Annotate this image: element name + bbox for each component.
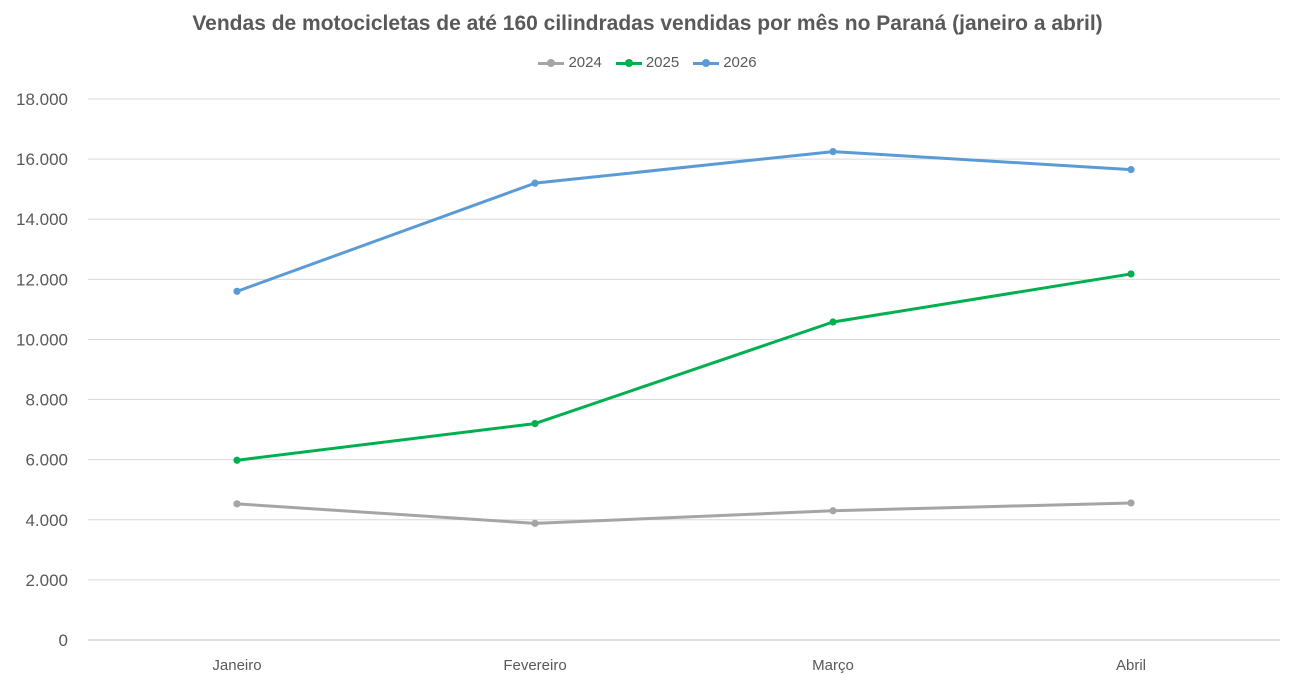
- legend-swatch: [538, 57, 565, 69]
- data-point: [1127, 166, 1135, 174]
- legend: 2024 2025 2026: [0, 54, 1295, 71]
- legend-item: 2026: [693, 54, 757, 71]
- data-point: [829, 507, 837, 515]
- data-point: [531, 519, 539, 527]
- x-tick-label: Fevereiro: [503, 657, 566, 674]
- y-tick-label: 4.000: [25, 511, 68, 530]
- legend-item: 2024: [538, 54, 602, 71]
- legend-label: 2026: [723, 54, 757, 71]
- series-line-2026: [235, 150, 1133, 293]
- data-point: [829, 318, 837, 326]
- legend-item: 2025: [615, 54, 680, 71]
- data-point: [829, 147, 837, 156]
- y-tick-label: 8.000: [25, 391, 68, 410]
- data-point: [1127, 270, 1135, 278]
- series-line-2025: [235, 272, 1133, 462]
- legend-label: 2025: [645, 54, 680, 71]
- chart-title: Vendas de motocicletas de até 160 cilind…: [192, 12, 1103, 35]
- x-tick-label: Abril: [1116, 657, 1146, 674]
- data-point: [531, 179, 539, 187]
- data-point: [233, 456, 241, 464]
- y-tick-label: 0: [59, 631, 68, 650]
- data-point: [531, 420, 539, 428]
- y-tick-label: 10.000: [16, 330, 68, 349]
- y-tick-label: 6.000: [25, 451, 68, 470]
- data-point: [1127, 499, 1135, 507]
- series-line-2024: [235, 501, 1133, 525]
- legend-label: 2024: [568, 54, 602, 71]
- data-point: [233, 287, 241, 295]
- data-point: [233, 500, 241, 508]
- y-tick-label: 14.000: [16, 210, 68, 229]
- x-tick-label: Março: [812, 657, 854, 674]
- y-tick-label: 16.000: [16, 150, 68, 169]
- y-tick-label: 12.000: [16, 270, 68, 289]
- x-tick-label: Janeiro: [212, 657, 261, 674]
- legend-swatch: [615, 57, 642, 69]
- legend-swatch: [693, 57, 720, 69]
- y-tick-label: 18.000: [16, 90, 68, 109]
- y-tick-label: 2.000: [25, 571, 68, 590]
